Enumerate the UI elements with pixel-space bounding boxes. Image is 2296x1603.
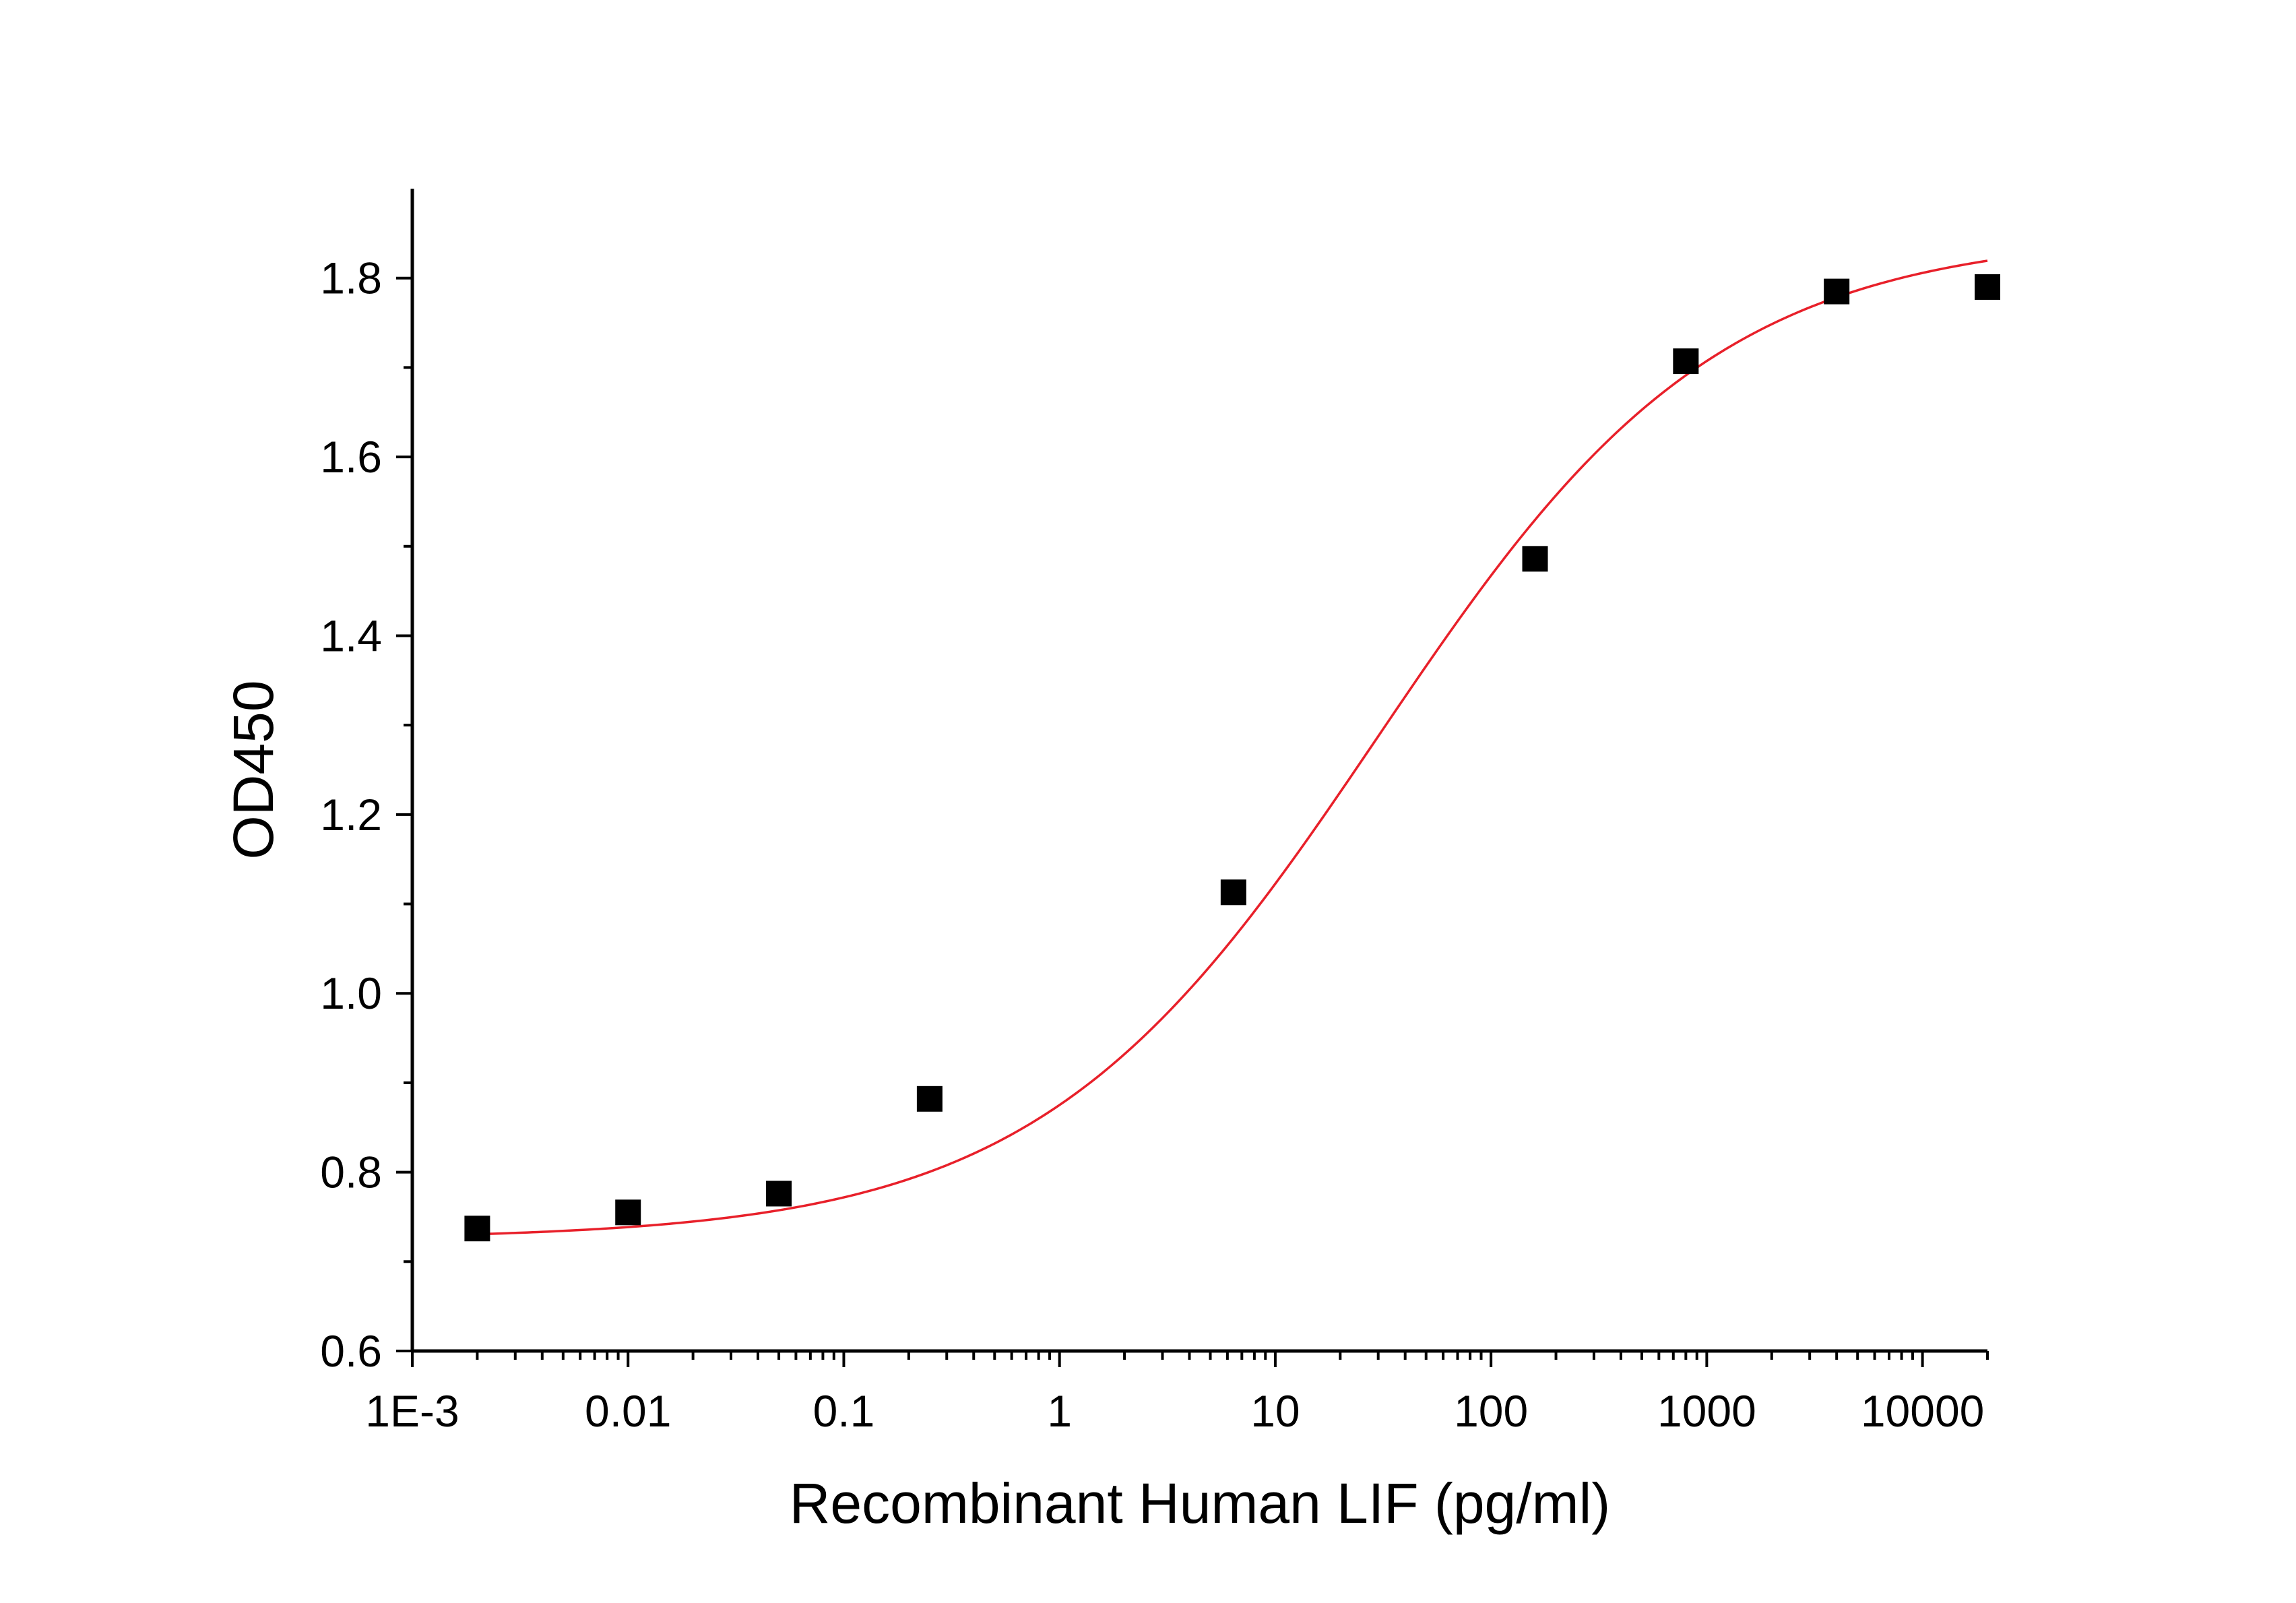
y-tick-label: 1.2: [320, 790, 382, 840]
x-tick-label: 100: [1454, 1386, 1528, 1436]
data-point: [615, 1199, 641, 1226]
x-tick-label: 10000: [1861, 1386, 1985, 1436]
x-tick-label: 1E-3: [365, 1386, 459, 1436]
plot-area: 0.6 0.8 1.0 1.2 1.4 1.6 1.8 1E-3 0.01 0.1 1 10 100 10…: [320, 189, 2000, 1436]
y-tick-label: 1.0: [320, 968, 382, 1018]
data-point: [1975, 274, 2000, 300]
x-tick-label: 1: [1047, 1386, 1072, 1436]
x-tick-label: 0.1: [813, 1386, 875, 1436]
data-point: [766, 1181, 792, 1207]
y-tick-label: 1.8: [320, 253, 382, 303]
data-point: [1522, 546, 1548, 572]
y-axis-label: OD450: [222, 680, 285, 859]
data-point: [1220, 879, 1246, 906]
y-tick-label: 1.6: [320, 432, 382, 482]
data-point: [464, 1216, 490, 1242]
x-tick-label: 1000: [1657, 1386, 1756, 1436]
x-tick-label: 0.01: [585, 1386, 671, 1436]
fit-curve: [477, 259, 1988, 1236]
data-point: [1824, 278, 1850, 305]
x-tick-label: 10: [1250, 1386, 1300, 1436]
y-tick-label: 0.6: [320, 1326, 382, 1376]
data-point: [1673, 348, 1699, 375]
x-axis-label: Recombinant Human LIF (pg/ml): [790, 1472, 1610, 1535]
y-tick-label: 1.4: [320, 610, 382, 660]
y-tick-label: 0.8: [320, 1148, 382, 1197]
data-point: [916, 1086, 943, 1112]
